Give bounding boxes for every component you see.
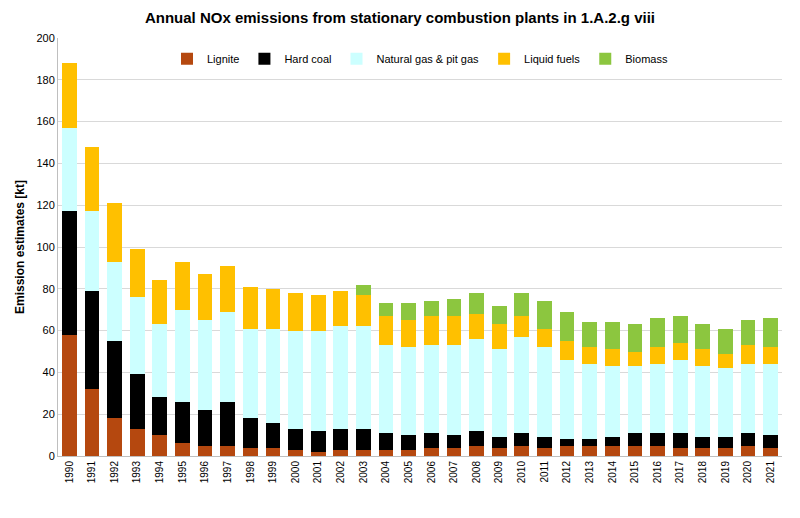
svg-text:2016: 2016 [652, 461, 663, 484]
svg-text:2004: 2004 [380, 461, 391, 484]
svg-text:100: 100 [36, 241, 54, 253]
svg-text:2000: 2000 [290, 461, 301, 484]
svg-text:2006: 2006 [426, 461, 437, 484]
svg-text:180: 180 [36, 74, 54, 86]
svg-text:0: 0 [49, 450, 55, 462]
svg-text:1991: 1991 [86, 461, 97, 484]
svg-text:1990: 1990 [64, 461, 75, 484]
svg-text:1999: 1999 [267, 461, 278, 484]
svg-text:Biomass: Biomass [625, 53, 668, 65]
svg-text:2017: 2017 [674, 461, 685, 484]
svg-text:1993: 1993 [131, 461, 142, 484]
svg-text:Hard coal: Hard coal [284, 53, 331, 65]
svg-text:1995: 1995 [177, 461, 188, 484]
svg-text:2014: 2014 [607, 461, 618, 484]
svg-text:2013: 2013 [584, 461, 595, 484]
svg-text:2002: 2002 [335, 461, 346, 484]
svg-text:80: 80 [43, 283, 55, 295]
svg-text:Liquid fuels: Liquid fuels [524, 53, 580, 65]
svg-text:2015: 2015 [629, 461, 640, 484]
svg-text:2019: 2019 [720, 461, 731, 484]
svg-text:2008: 2008 [471, 461, 482, 484]
svg-text:1992: 1992 [109, 461, 120, 484]
svg-text:2005: 2005 [403, 461, 414, 484]
svg-text:2001: 2001 [312, 461, 323, 484]
svg-text:200: 200 [36, 32, 54, 44]
svg-text:1996: 1996 [199, 461, 210, 484]
svg-text:2021: 2021 [765, 461, 776, 484]
svg-text:40: 40 [43, 366, 55, 378]
svg-text:2003: 2003 [358, 461, 369, 484]
svg-text:2007: 2007 [448, 461, 459, 484]
svg-text:2010: 2010 [516, 461, 527, 484]
svg-text:2020: 2020 [742, 461, 753, 484]
svg-text:120: 120 [36, 199, 54, 211]
svg-text:160: 160 [36, 115, 54, 127]
svg-text:1994: 1994 [154, 461, 165, 484]
svg-text:60: 60 [43, 324, 55, 336]
svg-text:Emission estimates [kt]: Emission estimates [kt] [13, 180, 27, 314]
svg-text:1998: 1998 [245, 461, 256, 484]
svg-text:Annual NOx emissions from stat: Annual NOx emissions from stationary com… [145, 9, 655, 26]
svg-text:20: 20 [43, 408, 55, 420]
svg-text:Natural gas & pit gas: Natural gas & pit gas [377, 53, 480, 65]
svg-text:1997: 1997 [222, 461, 233, 484]
svg-text:Lignite: Lignite [207, 53, 239, 65]
svg-text:140: 140 [36, 157, 54, 169]
svg-text:2009: 2009 [493, 461, 504, 484]
svg-text:2012: 2012 [561, 461, 572, 484]
svg-text:2011: 2011 [539, 461, 550, 483]
svg-text:2018: 2018 [697, 461, 708, 484]
